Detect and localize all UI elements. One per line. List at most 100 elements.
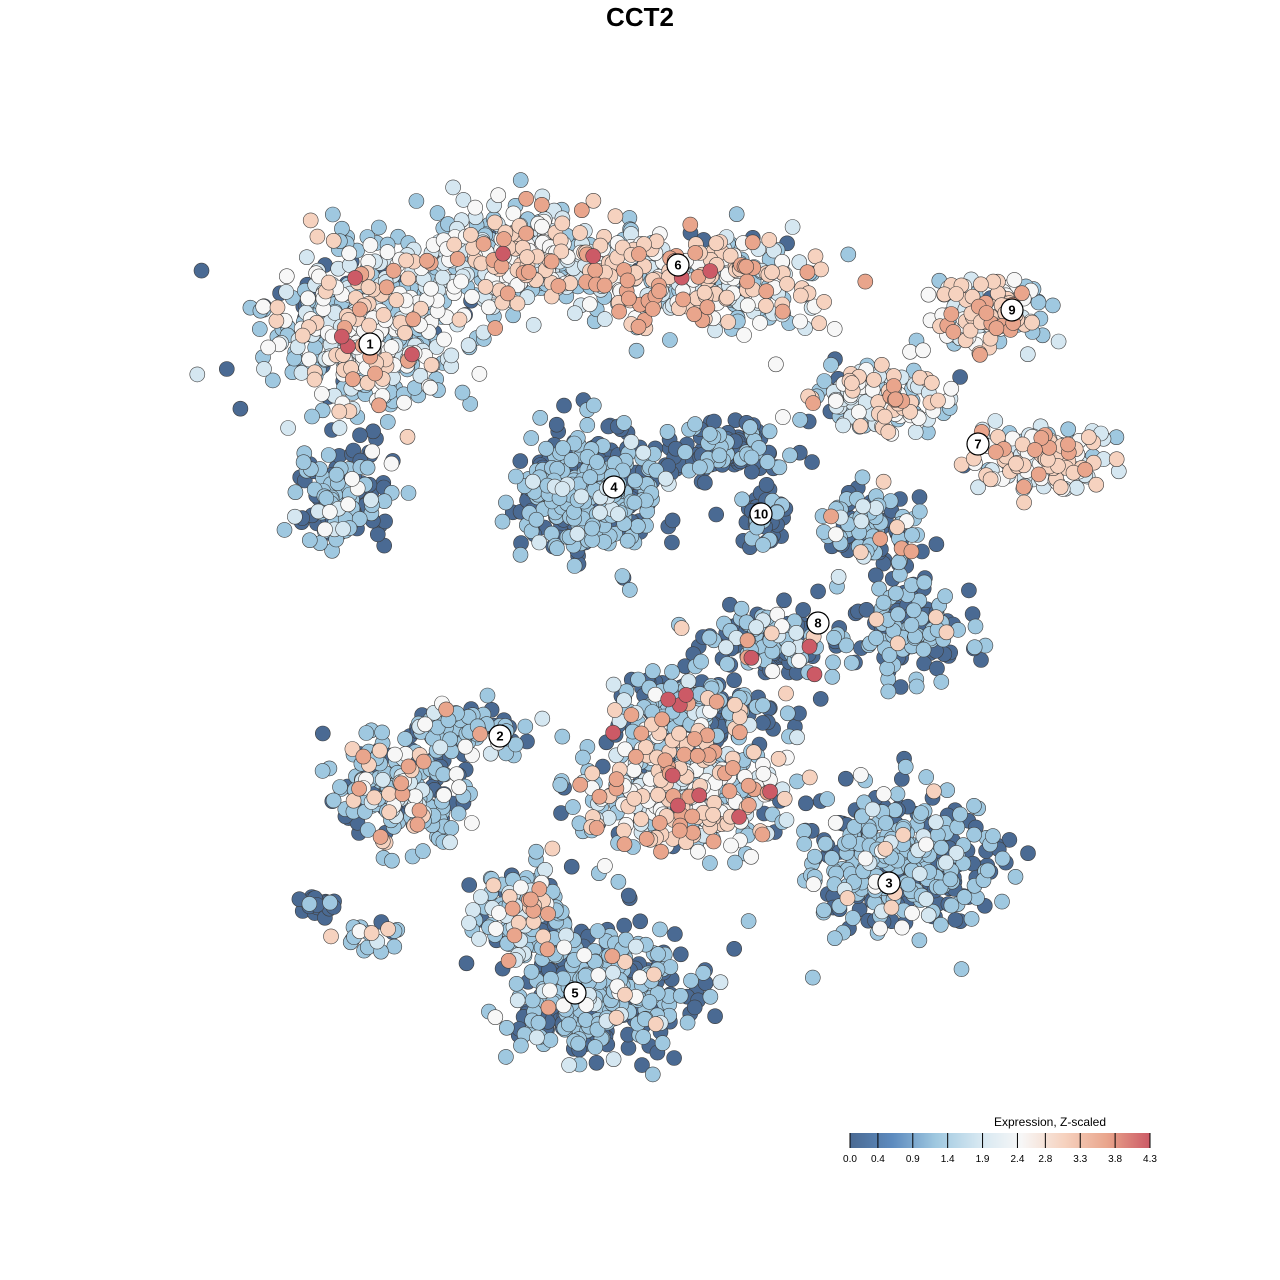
cell-point xyxy=(651,815,668,831)
cell-point xyxy=(987,413,1004,429)
cell-point xyxy=(314,386,330,402)
cell-point xyxy=(635,1029,652,1045)
cell-point xyxy=(739,632,756,649)
cell-point xyxy=(1020,346,1036,363)
cell-point xyxy=(620,290,637,307)
cell-point xyxy=(755,697,771,714)
cell-point xyxy=(317,521,333,538)
cell-point xyxy=(728,206,745,222)
cell-point xyxy=(542,1032,559,1048)
cell-point xyxy=(889,786,906,802)
cell-point xyxy=(727,696,743,713)
cell-point xyxy=(367,365,383,382)
cell-point xyxy=(384,852,400,869)
cell-point xyxy=(755,537,771,553)
cell-point xyxy=(826,629,842,646)
legend-title: Expression, Z-scaled xyxy=(993,1115,1107,1129)
cell-point xyxy=(915,342,931,359)
cell-point xyxy=(589,923,606,939)
cell-point xyxy=(453,273,469,290)
cell-point xyxy=(630,318,647,335)
cell-point xyxy=(916,574,933,591)
legend-tick-label: 3.8 xyxy=(1108,1154,1122,1165)
cell-point xyxy=(686,306,703,323)
cell-point xyxy=(352,301,368,318)
cell-point xyxy=(701,426,718,442)
cell-point xyxy=(569,525,586,542)
cell-point xyxy=(301,896,318,912)
cell-point xyxy=(454,384,471,401)
cell-point xyxy=(796,836,813,852)
cell-point xyxy=(318,490,335,506)
cell-point xyxy=(810,583,826,600)
cell-point xyxy=(409,816,426,833)
cell-point xyxy=(379,414,396,430)
cell-point xyxy=(678,687,694,703)
cell-point xyxy=(876,408,893,425)
cell-point xyxy=(287,508,303,525)
cell-point xyxy=(778,685,794,702)
cell-point xyxy=(806,666,823,683)
cell-point xyxy=(929,660,945,677)
cell-point xyxy=(347,270,363,286)
cell-point xyxy=(872,920,888,937)
cell-point xyxy=(684,808,701,825)
cell-point xyxy=(1081,429,1097,446)
cell-point xyxy=(380,921,396,937)
cell-point xyxy=(219,361,235,377)
cell-point xyxy=(652,921,668,938)
cell-point xyxy=(494,513,511,530)
cell-point xyxy=(287,484,304,501)
cell-point xyxy=(278,284,295,300)
cell-point xyxy=(966,797,982,814)
cell-point xyxy=(736,327,752,343)
cell-point xyxy=(635,444,652,461)
cell-point xyxy=(740,777,757,794)
cell-point xyxy=(298,249,315,266)
cell-point xyxy=(903,543,920,560)
cell-point xyxy=(677,444,694,460)
cell-point xyxy=(563,858,580,875)
cell-point xyxy=(805,876,822,893)
cell-point xyxy=(826,321,843,337)
cell-point xyxy=(365,423,381,440)
cell-point xyxy=(333,328,350,345)
cell-point xyxy=(1020,845,1036,862)
cell-point xyxy=(604,948,621,965)
cell-point xyxy=(398,252,415,269)
cell-point xyxy=(907,424,924,440)
cell-point xyxy=(657,470,674,487)
cell-point xyxy=(823,850,840,866)
cell-point xyxy=(854,469,871,486)
cell-point xyxy=(628,938,644,955)
cell-point xyxy=(666,1050,682,1066)
cell-point xyxy=(701,629,718,646)
cell-point xyxy=(1108,451,1125,468)
cell-point xyxy=(953,961,970,977)
cluster-label-3: 3 xyxy=(877,871,901,895)
cell-point xyxy=(351,780,367,797)
cell-point xyxy=(1015,479,1032,495)
cell-point xyxy=(513,1037,529,1054)
cell-point xyxy=(689,747,706,764)
cell-point xyxy=(538,440,554,457)
cell-point xyxy=(582,469,599,486)
cell-point xyxy=(189,366,206,383)
cell-point xyxy=(779,276,795,292)
cell-point xyxy=(792,313,808,330)
cell-point xyxy=(500,952,517,969)
cell-point xyxy=(1016,494,1032,511)
cell-point xyxy=(385,262,402,279)
cell-point xyxy=(1006,272,1023,288)
cell-point xyxy=(617,986,633,1003)
cell-point xyxy=(523,963,540,980)
cell-point xyxy=(549,540,565,557)
cell-point xyxy=(294,327,311,344)
cell-point xyxy=(450,805,467,822)
cell-point xyxy=(446,236,463,253)
cell-point xyxy=(887,585,904,602)
cell-point xyxy=(572,225,588,241)
cell-point xyxy=(496,231,512,247)
cell-point xyxy=(908,678,925,695)
cell-point xyxy=(662,959,679,975)
